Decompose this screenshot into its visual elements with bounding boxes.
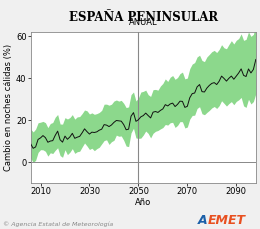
Y-axis label: Cambio en noches cálidas (%): Cambio en noches cálidas (%)	[4, 44, 13, 171]
Text: A: A	[198, 214, 207, 227]
Title: ESPAÑA PENINSULAR: ESPAÑA PENINSULAR	[69, 11, 218, 24]
Text: EMET: EMET	[208, 214, 246, 227]
Text: ANUAL: ANUAL	[129, 18, 158, 27]
Text: © Agencia Estatal de Meteorología: © Agencia Estatal de Meteorología	[3, 221, 113, 227]
X-axis label: Año: Año	[135, 198, 151, 207]
